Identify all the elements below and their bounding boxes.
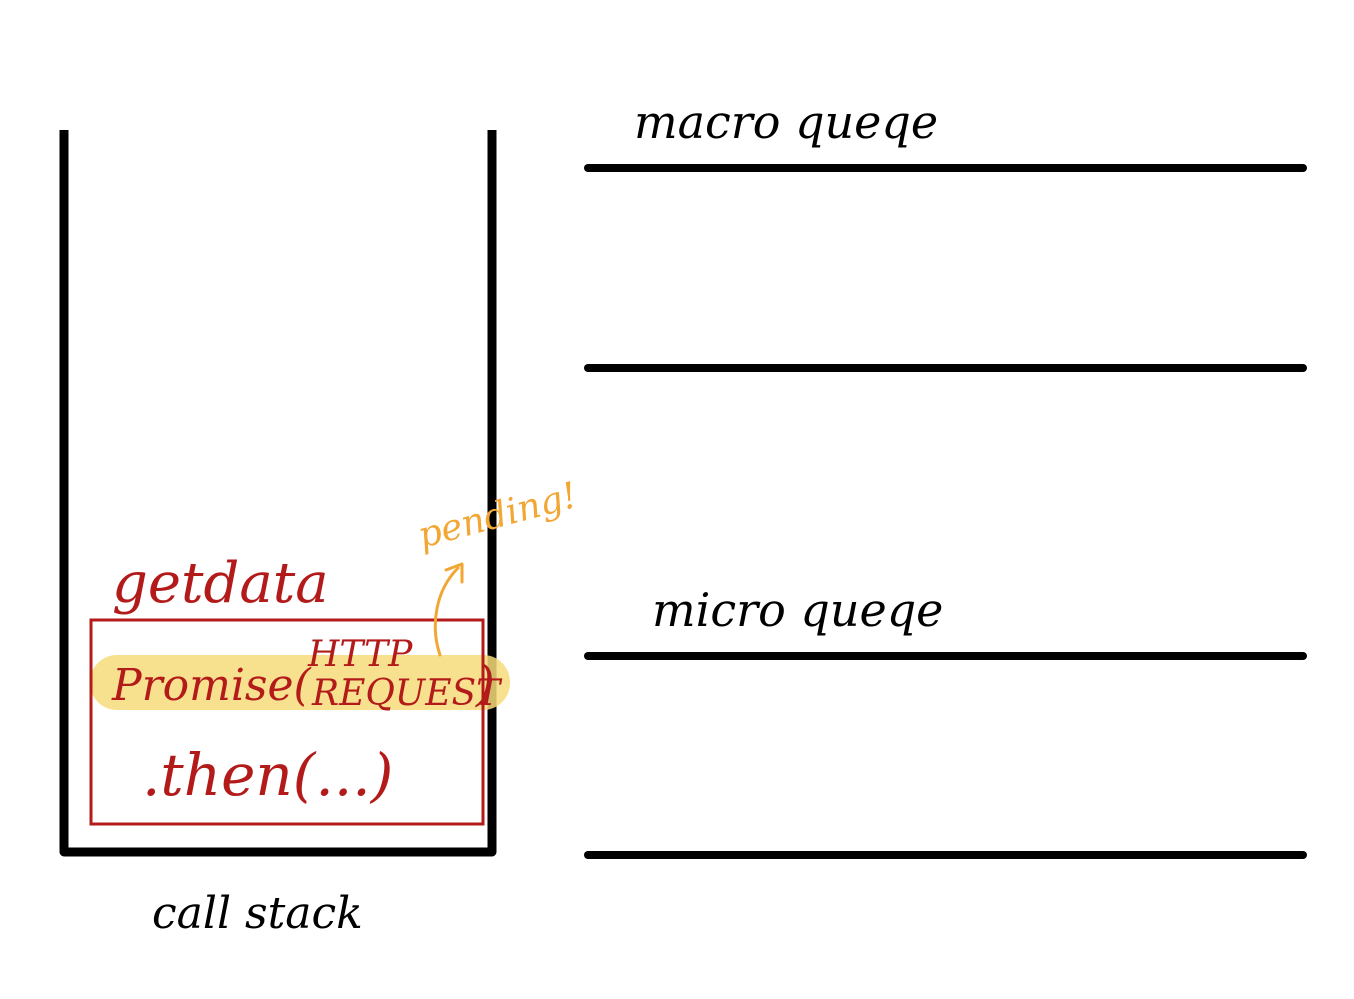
then-text: .then(...) [142,741,393,809]
macro-queue-label: macro queqe [634,95,938,149]
promise-close-paren: ) [475,656,495,712]
pending-arrow [433,562,464,657]
promise-text: Promise( [111,660,312,711]
getdata-frame-box [89,618,485,826]
call-stack-container [59,130,497,857]
function-label-getdata: getdata [112,551,329,616]
micro-queue-label: micro queqe [652,583,943,637]
pending-annotation: pending! [414,475,582,557]
promise-highlight [90,655,510,710]
http-request-line2: REQUEST [311,673,503,714]
http-request-line1: HTTP [307,634,413,675]
call-stack-label: call stack [152,888,363,939]
